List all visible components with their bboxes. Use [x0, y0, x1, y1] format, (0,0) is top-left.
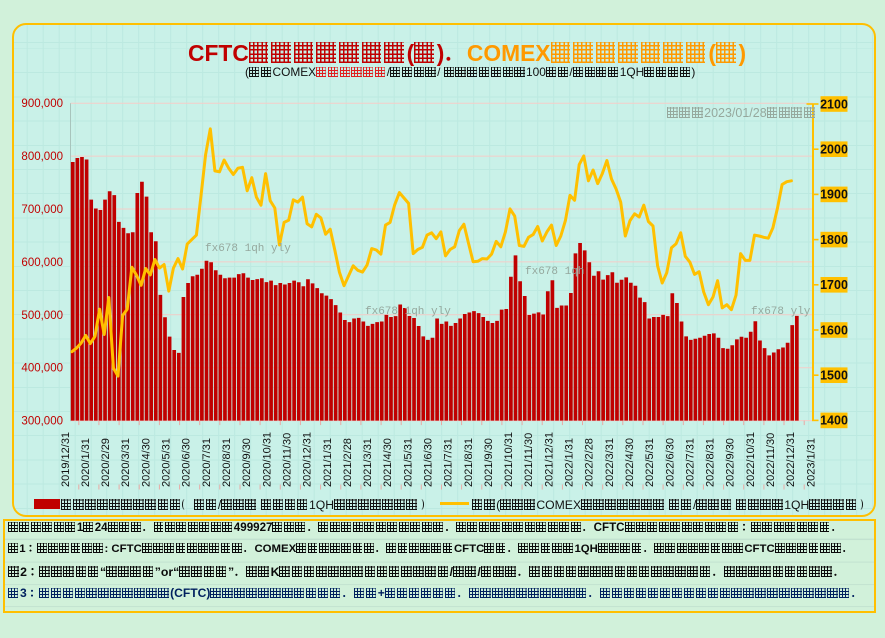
svg-text:300,000: 300,000 — [21, 416, 63, 428]
svg-text:2021/12/31: 2021/12/31 — [543, 432, 555, 487]
svg-text:2022/10/31: 2022/10/31 — [745, 432, 757, 487]
svg-text:2020/5/31: 2020/5/31 — [161, 438, 173, 487]
svg-text:2020/7/31: 2020/7/31 — [201, 438, 213, 487]
svg-text:2019/12/31: 2019/12/31 — [60, 432, 72, 487]
svg-text:2020/8/31: 2020/8/31 — [221, 438, 233, 487]
svg-text:fx678 1qh yly: fx678 1qh yly — [205, 243, 291, 255]
svg-text:fx678 1qh: fx678 1qh — [525, 266, 584, 278]
svg-text:2020/3/31: 2020/3/31 — [120, 438, 132, 487]
svg-text:2022/8/31: 2022/8/31 — [705, 438, 717, 487]
svg-text:2022/12/31: 2022/12/31 — [785, 432, 797, 487]
svg-text:2021/1/31: 2021/1/31 — [322, 438, 334, 487]
svg-text:500,000: 500,000 — [21, 310, 63, 322]
svg-text:2022/7/31: 2022/7/31 — [684, 438, 696, 487]
svg-text:2021/5/31: 2021/5/31 — [402, 438, 414, 487]
svg-text:2021/7/31: 2021/7/31 — [443, 438, 455, 487]
svg-text:2020/10/31: 2020/10/31 — [261, 432, 273, 487]
svg-text:fx678 1qh yly: fx678 1qh yly — [365, 306, 451, 318]
svg-text:2022/4/30: 2022/4/30 — [624, 438, 636, 487]
svg-text:2022/2/28: 2022/2/28 — [584, 438, 596, 487]
svg-text:2021/4/30: 2021/4/30 — [382, 438, 394, 487]
svg-text:800,000: 800,000 — [21, 151, 63, 163]
svg-text:1700: 1700 — [820, 278, 848, 292]
svg-text:900,000: 900,000 — [21, 98, 63, 110]
svg-text:2100: 2100 — [820, 97, 848, 111]
svg-text:1500: 1500 — [820, 369, 848, 383]
svg-text:2022/3/31: 2022/3/31 — [604, 438, 616, 487]
svg-text:2020/12/31: 2020/12/31 — [302, 432, 314, 487]
svg-text:2023/1/31: 2023/1/31 — [805, 438, 817, 487]
svg-text:1800: 1800 — [820, 233, 848, 247]
svg-text:2021/3/31: 2021/3/31 — [362, 438, 374, 487]
svg-text:2022/11/30: 2022/11/30 — [765, 433, 777, 487]
svg-text:2021/8/31: 2021/8/31 — [463, 438, 475, 487]
svg-text:2020/6/30: 2020/6/30 — [181, 438, 193, 487]
svg-text:2021/9/30: 2021/9/30 — [483, 438, 495, 487]
svg-text:1600: 1600 — [820, 323, 848, 337]
svg-text:2021/10/31: 2021/10/31 — [503, 432, 515, 487]
svg-text:2021/2/28: 2021/2/28 — [342, 438, 354, 487]
svg-text:2020/1/31: 2020/1/31 — [80, 438, 92, 487]
svg-text:2020/2/29: 2020/2/29 — [100, 438, 112, 487]
svg-text:2020/9/30: 2020/9/30 — [241, 438, 253, 487]
svg-text:2022/5/31: 2022/5/31 — [644, 438, 656, 487]
svg-text:2022/1/31: 2022/1/31 — [564, 438, 576, 487]
svg-text:fx678 yly: fx678 yly — [751, 306, 811, 318]
svg-text:1400: 1400 — [820, 414, 848, 428]
svg-text:700,000: 700,000 — [21, 204, 63, 216]
svg-text:2022/9/30: 2022/9/30 — [725, 438, 737, 487]
svg-text:2021/6/30: 2021/6/30 — [423, 438, 435, 487]
svg-text:2022/6/30: 2022/6/30 — [664, 438, 676, 487]
svg-text:2020/11/30: 2020/11/30 — [281, 433, 293, 487]
svg-text:2020/4/30: 2020/4/30 — [140, 438, 152, 487]
svg-text:400,000: 400,000 — [21, 363, 63, 375]
svg-text:2000: 2000 — [820, 143, 848, 157]
svg-text:1900: 1900 — [820, 188, 848, 202]
svg-text:600,000: 600,000 — [21, 257, 63, 269]
svg-text:2021/11/30: 2021/11/30 — [523, 433, 535, 487]
